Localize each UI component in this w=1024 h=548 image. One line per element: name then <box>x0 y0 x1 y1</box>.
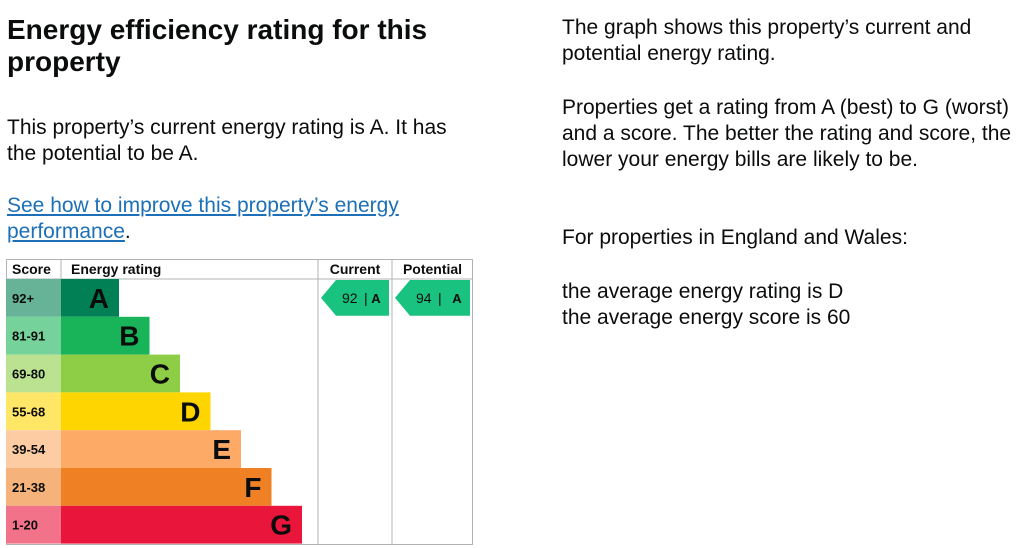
rating-band-g <box>61 505 302 544</box>
current-score: 92 <box>342 290 358 306</box>
header-energy-rating: Energy rating <box>71 261 161 277</box>
rating-band-d <box>61 392 211 431</box>
header-potential: Potential <box>403 261 462 277</box>
potential-letter: A <box>452 291 462 306</box>
current-arrow <box>321 280 389 316</box>
score-cell <box>6 505 61 544</box>
score-cell <box>6 430 61 468</box>
rating-band-a <box>61 279 119 317</box>
score-range-label: 21-38 <box>12 480 45 495</box>
energy-rating-chart: Score Energy rating Current Potential 92+ A 81… <box>6 259 473 545</box>
score-cell <box>6 279 61 317</box>
improve-paragraph: See how to improve this property’s energ… <box>7 193 477 245</box>
rating-band-c <box>61 354 180 393</box>
score-range-label: 92+ <box>12 291 34 306</box>
improve-link[interactable]: See how to improve this property’s energ… <box>7 194 399 243</box>
average-score-text: the average energy score is 60 <box>562 306 851 329</box>
band-letter: B <box>119 321 139 352</box>
rating-band-b <box>61 316 150 355</box>
score-cell <box>6 354 61 393</box>
score-range-label: 1-20 <box>12 518 38 533</box>
current-separator: | <box>364 290 368 306</box>
current-letter: A <box>371 291 381 306</box>
score-cell <box>6 316 61 355</box>
info-rating-text: Properties get a rating from A (best) to… <box>562 96 1012 171</box>
score-range-label: 81-91 <box>12 329 45 344</box>
band-letter: C <box>150 359 170 390</box>
header-score: Score <box>12 261 51 277</box>
score-cell <box>6 468 61 506</box>
rating-band-e <box>61 430 241 468</box>
link-period: . <box>124 220 131 243</box>
band-letter: D <box>180 396 200 427</box>
band-letter: E <box>212 434 231 465</box>
info-graph-text: The graph shows this property’s current … <box>562 16 972 65</box>
page-title: Energy efficiency rating for this proper… <box>7 14 428 77</box>
band-letter: F <box>244 472 261 503</box>
score-cell <box>6 392 61 431</box>
header-current: Current <box>330 261 381 277</box>
info-region-text: For properties in England and Wales: <box>562 226 908 249</box>
score-range-label: 55-68 <box>12 404 45 419</box>
potential-separator: | <box>438 290 442 306</box>
current-rating-text: This property’s current energy rating is… <box>7 116 447 165</box>
potential-arrow <box>395 280 470 316</box>
band-letter: A <box>89 283 109 314</box>
score-range-label: 69-80 <box>12 367 45 382</box>
rating-band-f <box>61 468 272 506</box>
score-range-label: 39-54 <box>12 442 46 457</box>
potential-score: 94 <box>416 290 432 306</box>
band-letter: G <box>270 510 292 541</box>
average-rating-text: the average energy rating is D <box>562 280 844 303</box>
